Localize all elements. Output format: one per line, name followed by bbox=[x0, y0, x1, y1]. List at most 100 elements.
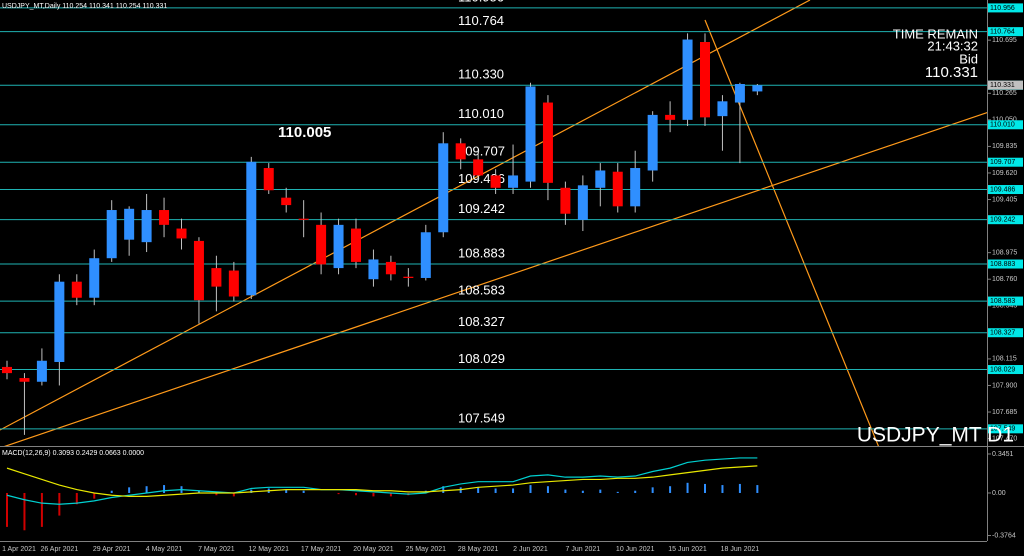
price-axis: 110.695 110.265 110.050 109.835 109.620 109.4… bbox=[987, 3, 1023, 539]
candle-body bbox=[630, 168, 641, 207]
macd-bar bbox=[756, 485, 759, 493]
candle-body bbox=[54, 281, 65, 362]
level-box bbox=[988, 120, 1023, 130]
level-label: 109.242 bbox=[458, 201, 505, 216]
level-label: 107.549 bbox=[458, 410, 505, 425]
level-box bbox=[988, 27, 1023, 37]
y-tick-label: 110.265 bbox=[992, 90, 1017, 97]
candle-body bbox=[71, 281, 82, 298]
x-tick-label: 12 May 2021 bbox=[249, 546, 290, 553]
level-box-label: 108.583 bbox=[990, 298, 1015, 305]
level-label: 110.764 bbox=[458, 13, 504, 28]
x-tick-label: 15 Jun 2021 bbox=[668, 546, 707, 553]
trend-line bbox=[4, 111, 987, 446]
macd-bar bbox=[721, 485, 724, 493]
level-label: 110.010 bbox=[458, 106, 504, 121]
y-tick-label: 107.900 bbox=[992, 382, 1017, 389]
candle-body bbox=[577, 185, 588, 220]
candle-body bbox=[752, 85, 763, 92]
candle-body bbox=[542, 102, 553, 183]
chart-title: USDJPY_MT,Daily 110.254 110.341 110.254 … bbox=[2, 3, 167, 10]
candle-body bbox=[333, 224, 344, 269]
level-label: 108.327 bbox=[458, 314, 505, 329]
candle-body bbox=[403, 276, 414, 278]
level-box-label: 110.764 bbox=[990, 28, 1015, 35]
macd-bar bbox=[93, 492, 96, 499]
macd-bar bbox=[529, 485, 532, 493]
level-box bbox=[988, 365, 1023, 375]
candle-body bbox=[316, 224, 327, 265]
bid-box-label: 110.331 bbox=[990, 82, 1015, 89]
candle-body bbox=[508, 175, 519, 188]
macd-main-line bbox=[6, 457, 758, 505]
macd-bar bbox=[738, 483, 741, 493]
candle-body bbox=[560, 187, 571, 214]
candle-body bbox=[246, 161, 257, 296]
macd-bar bbox=[494, 488, 497, 493]
candle-body bbox=[438, 143, 449, 233]
trend-line bbox=[0, 0, 811, 431]
candle-body bbox=[19, 378, 30, 382]
candle-body bbox=[263, 168, 274, 191]
candle-body bbox=[298, 218, 309, 220]
candle-body bbox=[368, 259, 379, 280]
candle-body bbox=[385, 261, 396, 275]
level-box bbox=[988, 328, 1023, 338]
candle-body bbox=[106, 210, 117, 259]
level-box-label: 108.029 bbox=[990, 366, 1015, 373]
macd-bar bbox=[442, 486, 445, 493]
candle-body bbox=[595, 170, 606, 188]
y-tick-label: 109.405 bbox=[992, 196, 1017, 203]
level-box-label: 107.549 bbox=[990, 426, 1015, 433]
level-box-label: 110.010 bbox=[990, 122, 1015, 129]
macd-bar bbox=[599, 489, 602, 493]
candle-body bbox=[647, 114, 658, 171]
candle-body bbox=[665, 114, 676, 120]
macd-bar bbox=[128, 487, 131, 493]
macd-bar bbox=[616, 491, 619, 493]
level-box bbox=[988, 3, 1023, 13]
candle-body bbox=[193, 240, 204, 301]
level-label: 110.330 bbox=[458, 67, 504, 82]
macd-bar bbox=[564, 489, 567, 493]
y-tick-label: 109.620 bbox=[992, 170, 1017, 177]
macd-bar bbox=[512, 488, 515, 493]
macd-bar bbox=[651, 487, 654, 493]
candle-body bbox=[351, 228, 361, 262]
macd-bar bbox=[6, 492, 8, 527]
candles bbox=[2, 33, 763, 435]
candle-body bbox=[455, 143, 466, 160]
candle-body bbox=[612, 171, 623, 207]
x-tick-label: 26 Apr 2021 bbox=[40, 546, 78, 553]
macd-bar bbox=[389, 492, 392, 497]
candle-body bbox=[420, 232, 431, 278]
macd-bar bbox=[546, 486, 549, 493]
trend-line bbox=[704, 19, 880, 446]
x-tick-label: 1 Apr 2021 bbox=[2, 546, 36, 553]
candle-body bbox=[89, 258, 100, 298]
x-tick-label: 7 May 2021 bbox=[198, 546, 235, 553]
level-box-label: 108.327 bbox=[990, 330, 1015, 337]
levels bbox=[0, 7, 987, 430]
y-tick-label: 110.050 bbox=[992, 117, 1017, 124]
x-tick-label: 25 May 2021 bbox=[406, 546, 447, 553]
y-tick-label: 108.760 bbox=[992, 276, 1017, 283]
level-label: 109.707 bbox=[458, 144, 505, 159]
macd-bar bbox=[581, 490, 584, 493]
candle-body bbox=[682, 39, 693, 120]
x-tick-label: 18 Jun 2021 bbox=[721, 546, 760, 553]
macd-bar bbox=[110, 490, 113, 493]
y-tick-label: 107.685 bbox=[992, 409, 1017, 416]
macd-bar bbox=[232, 492, 235, 497]
candle-body bbox=[525, 86, 536, 182]
time-remain-label: TIME REMAIN bbox=[893, 26, 978, 41]
macd-bar bbox=[634, 490, 637, 493]
level-box-label: 108.883 bbox=[990, 261, 1015, 268]
level-box bbox=[988, 157, 1023, 167]
macd-label: MACD(12,26,9) 0.3093 0.2429 0.0663 0.000… bbox=[2, 450, 144, 457]
annotation: 110.005 bbox=[278, 124, 331, 141]
macd-bar bbox=[75, 492, 78, 505]
candle-body bbox=[228, 270, 239, 297]
level-label: 110.956 bbox=[458, 0, 504, 4]
